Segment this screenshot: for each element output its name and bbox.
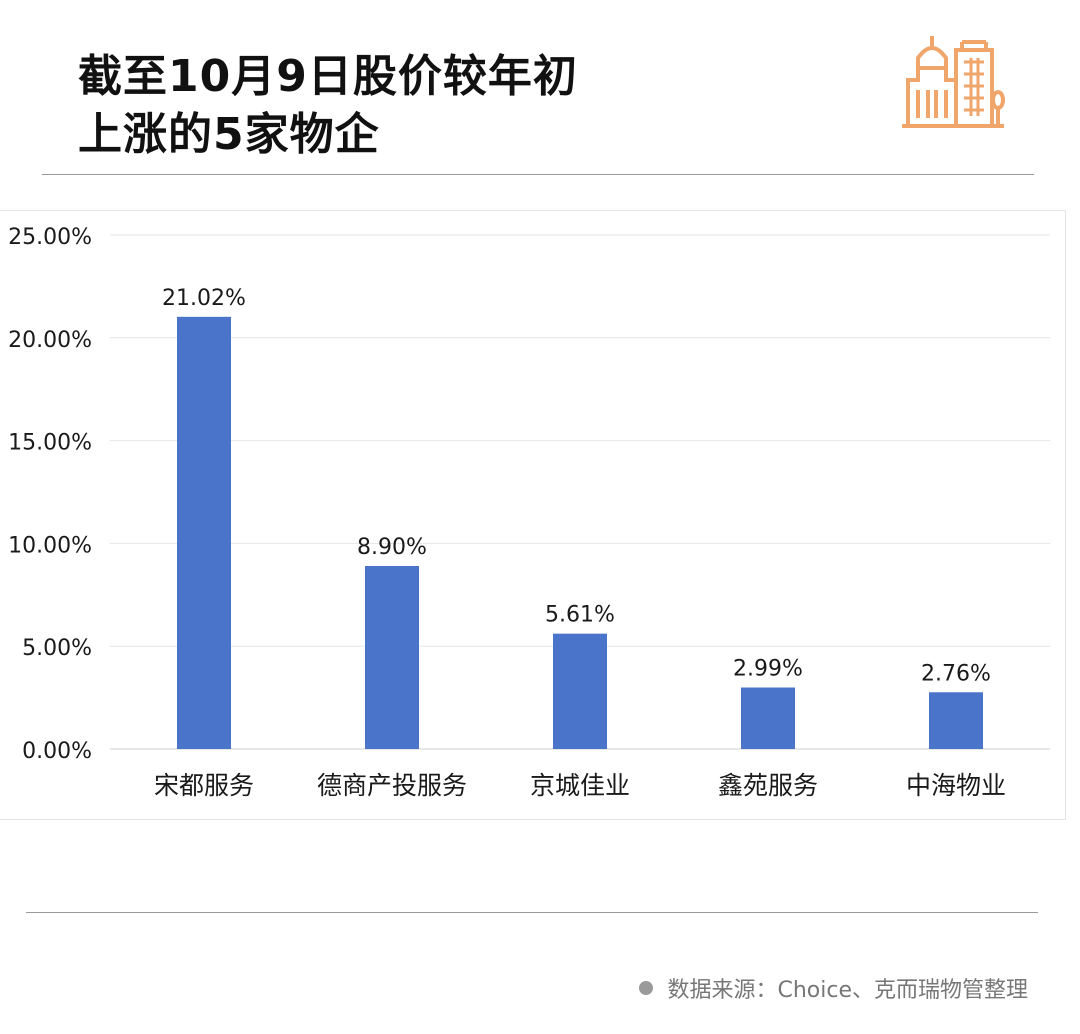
bar [365, 566, 419, 749]
y-tick-label: 10.00% [8, 533, 92, 558]
y-axis-ticks: 0.00% 5.00% 10.00% 15.00% 20.00% 25.00% [8, 225, 92, 764]
bar [177, 316, 231, 749]
title-divider [42, 174, 1034, 175]
source-text: 数据来源：Choice、克而瑞物管整理 [667, 978, 1028, 1003]
y-tick-label: 15.00% [8, 431, 92, 456]
chart-container: 0.00% 5.00% 10.00% 15.00% 20.00% 25.00% 21.02… [0, 210, 1066, 820]
page-title: 截至10月9日股价较年初 上涨的5家物企 [78, 48, 778, 164]
x-tick-label: 京城佳业 [530, 771, 630, 800]
bar-chart: 0.00% 5.00% 10.00% 15.00% 20.00% 25.00% 21.02… [8, 225, 1050, 800]
data-label: 5.61% [545, 603, 615, 628]
footer-divider [26, 912, 1038, 913]
y-tick-label: 0.00% [22, 739, 92, 764]
title-line-2: 上涨的5家物企 [78, 109, 380, 160]
x-tick-label: 鑫苑服务 [718, 771, 818, 800]
data-label: 21.02% [162, 286, 246, 311]
x-axis-ticks: 宋都服务 德商产投服务 京城佳业 鑫苑服务 中海物业 [154, 771, 1006, 800]
bullet-dot-icon [639, 981, 654, 995]
title-line-1: 截至10月9日股价较年初 [78, 51, 578, 102]
bars [177, 316, 983, 749]
source-note: 数据来源：Choice、克而瑞物管整理 [639, 972, 1028, 1004]
x-tick-label: 中海物业 [906, 771, 1006, 800]
data-label: 2.99% [733, 657, 803, 682]
y-tick-label: 5.00% [22, 636, 92, 661]
city-buildings-icon [902, 36, 1005, 128]
data-label: 8.90% [357, 535, 427, 560]
x-tick-label: 德商产投服务 [317, 771, 467, 800]
bar [741, 687, 795, 749]
bar [553, 633, 607, 749]
data-label: 2.76% [921, 661, 991, 686]
x-tick-label: 宋都服务 [154, 771, 254, 800]
data-labels: 21.02% 8.90% 5.61% 2.99% 2.76% [162, 286, 991, 686]
bar [929, 692, 983, 749]
y-tick-label: 25.00% [8, 225, 92, 250]
y-tick-label: 20.00% [8, 328, 92, 353]
